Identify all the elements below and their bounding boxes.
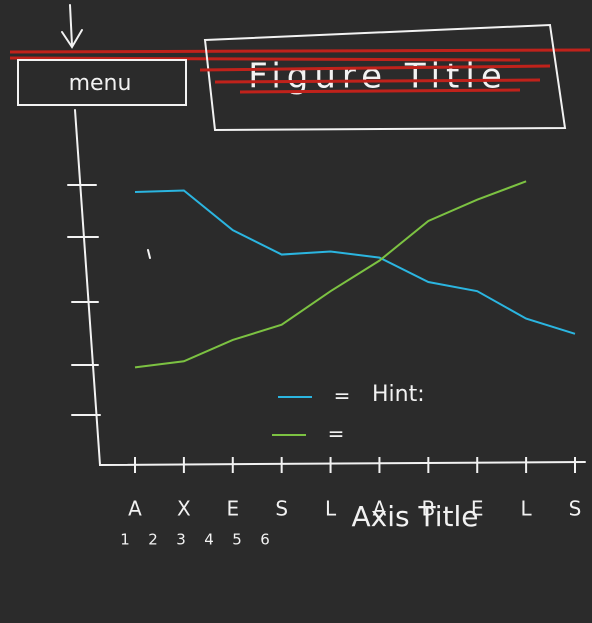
- x-tick-label: A: [373, 497, 387, 521]
- y-axis-tick: [67, 184, 151, 416]
- legend-label: Hint:: [372, 382, 425, 407]
- arrow: [61, 4, 83, 49]
- x-tick-label: X: [177, 497, 191, 521]
- title-box: [203, 23, 567, 132]
- x-sublabel: 2: [148, 531, 158, 549]
- menu-box[interactable]: [17, 59, 187, 106]
- x-axis-title: Axis Title: [352, 500, 479, 533]
- x-tick-label: B: [421, 497, 435, 521]
- x-tick-label: E: [226, 497, 239, 521]
- x-tick-label: L: [521, 497, 533, 521]
- series-line: [134, 189, 576, 335]
- strike-line: [199, 64, 551, 94]
- x-sublabel: 1: [120, 531, 130, 549]
- menu-label[interactable]: menu: [69, 71, 132, 96]
- x-sublabel: 6: [260, 531, 270, 549]
- x-sublabel: 3: [176, 531, 186, 549]
- x-tick-label: E: [471, 497, 484, 521]
- x-tick-label: L: [325, 497, 337, 521]
- x-tick-label: A: [128, 497, 142, 521]
- legend-equals: =: [334, 384, 351, 408]
- x-sublabel: 5: [232, 531, 242, 549]
- x-tick-label: S: [569, 497, 582, 521]
- x-tick-label: S: [275, 497, 288, 521]
- strike-line: [9, 48, 591, 62]
- axes: [74, 109, 586, 467]
- legend-equals: =: [328, 422, 345, 446]
- series-line: [134, 180, 527, 369]
- x-sublabel: 4: [204, 531, 214, 549]
